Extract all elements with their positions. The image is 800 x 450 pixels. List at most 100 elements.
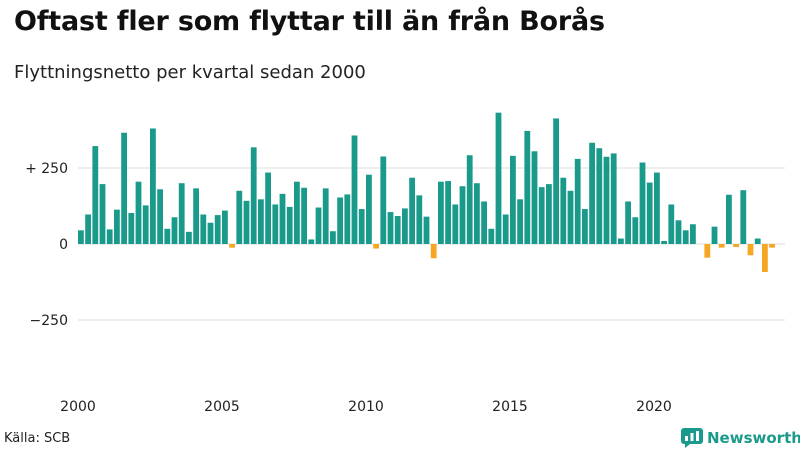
- bar: [265, 172, 271, 244]
- chart-title: Oftast fler som flyttar till än från Bor…: [14, 6, 605, 37]
- bar: [171, 217, 178, 244]
- x-tick-label: 2005: [204, 399, 240, 415]
- bar: [236, 190, 243, 244]
- newsworthy-brand: Newsworthy: [681, 428, 800, 448]
- bar: [682, 230, 689, 244]
- bar: [351, 135, 358, 244]
- bar: [330, 231, 336, 244]
- bar: [510, 155, 516, 244]
- chart-subtitle: Flyttningsnetto per kvartal sedan 2000: [14, 62, 366, 83]
- bar: [114, 209, 120, 244]
- bar: [135, 181, 142, 244]
- bar: [474, 183, 480, 244]
- bar: [207, 222, 214, 244]
- bar: [582, 209, 588, 244]
- bar: [740, 190, 747, 244]
- bar: [538, 187, 545, 244]
- bar: [718, 244, 725, 248]
- bar: [416, 195, 423, 244]
- bar: [574, 158, 581, 244]
- bar: [430, 244, 437, 259]
- bar: [286, 206, 293, 244]
- bar: [178, 183, 185, 244]
- bar: [661, 240, 667, 244]
- bar: [106, 229, 113, 244]
- y-tick-label: + 250: [25, 161, 68, 177]
- newsworthy-logo-icon: [681, 428, 703, 448]
- bar: [294, 181, 300, 244]
- bar: [279, 193, 286, 244]
- bar: [92, 146, 99, 244]
- bar: [164, 228, 171, 244]
- bar: [481, 201, 487, 244]
- brand-name: Newsworthy: [707, 429, 800, 447]
- bar: [150, 128, 156, 244]
- bar: [488, 228, 495, 244]
- bar: [733, 244, 739, 248]
- bar: [495, 112, 502, 244]
- bar: [222, 210, 228, 244]
- bar: [142, 205, 149, 244]
- bar: [639, 162, 646, 244]
- bar: [344, 194, 351, 244]
- bar: [409, 177, 415, 244]
- bar: [711, 226, 718, 244]
- bar: [690, 224, 696, 244]
- bar: [654, 172, 660, 244]
- bar: [459, 186, 466, 244]
- bar: [358, 209, 365, 244]
- bar: [502, 214, 509, 244]
- bar: [675, 220, 682, 244]
- bar: [560, 177, 567, 244]
- bar: [128, 212, 135, 244]
- bar: [272, 204, 279, 244]
- bar: [337, 197, 343, 244]
- bar: [762, 244, 768, 272]
- bar: [466, 155, 473, 244]
- bar: [78, 230, 84, 244]
- bar: [315, 207, 322, 244]
- bar: [99, 184, 106, 244]
- bar: [301, 187, 307, 244]
- bar: [596, 148, 603, 244]
- bar: [250, 147, 257, 244]
- bar: [445, 181, 451, 244]
- bar: [373, 244, 379, 249]
- bar: [704, 244, 711, 258]
- bar: [200, 214, 207, 244]
- bar: [589, 142, 595, 244]
- bar: [524, 130, 531, 244]
- bar: [157, 189, 163, 244]
- bar: [394, 216, 401, 244]
- bar: [214, 215, 221, 244]
- bar: [531, 151, 538, 244]
- bar: [553, 118, 559, 244]
- x-tick-label: 2020: [636, 399, 672, 415]
- bar: [726, 194, 732, 244]
- bar: [243, 200, 250, 244]
- source-label: Källa: SCB: [4, 431, 71, 446]
- y-tick-label: −250: [30, 313, 68, 329]
- bar: [668, 204, 675, 244]
- bar: [186, 231, 192, 244]
- bar: [754, 238, 761, 244]
- bar: [380, 156, 387, 244]
- bar: [121, 132, 127, 244]
- bar: [632, 217, 639, 244]
- bar: [625, 201, 631, 244]
- bar: [366, 174, 372, 244]
- bar: [308, 239, 315, 244]
- bar: [85, 214, 91, 244]
- bar: [610, 153, 617, 244]
- bar: [452, 204, 459, 244]
- bar-chart: + 250 0 −250 2000 2005 2010 2015 2020: [25, 112, 785, 415]
- bar: [322, 188, 329, 244]
- bar: [193, 188, 199, 244]
- bar: [402, 208, 408, 244]
- bar: [229, 244, 235, 248]
- bar: [603, 156, 610, 244]
- bar: [646, 182, 653, 244]
- bar: [618, 238, 624, 244]
- bar: [747, 244, 754, 256]
- bar: [546, 184, 552, 244]
